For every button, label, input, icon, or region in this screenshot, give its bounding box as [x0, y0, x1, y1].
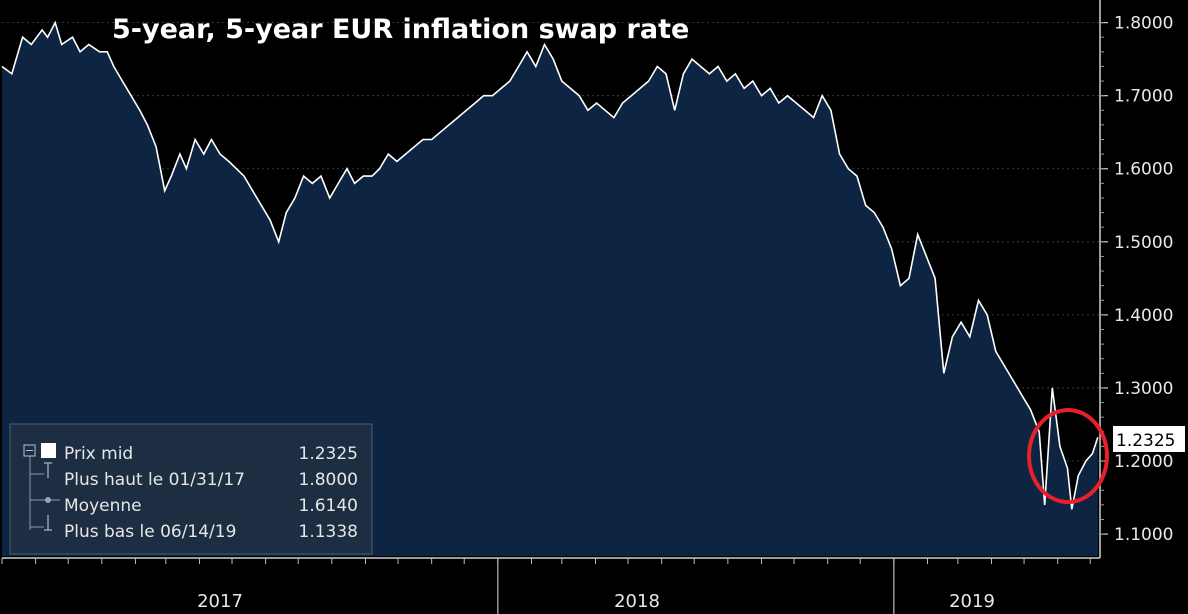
series-line [1, 20, 1099, 510]
y-tick-label-1.5000: 1.5000 [1114, 233, 1173, 253]
legend-swatch-prix-mid [41, 443, 56, 458]
last-value-tag: 1.2325 [1113, 426, 1185, 452]
legend-average-icon-dot [45, 497, 51, 503]
legend-value-2: 1.6140 [299, 496, 358, 516]
legend-label-2: Moyenne [64, 496, 142, 516]
legend-value-3: 1.1338 [299, 522, 358, 542]
y-tick-label-1.8000: 1.8000 [1114, 14, 1173, 34]
legend-value-1: 1.8000 [299, 470, 358, 490]
legend-label-1: Plus haut le 01/31/17 [64, 470, 245, 490]
x-year-label-2018: 2018 [614, 591, 660, 612]
y-tick-label-1.1000: 1.1000 [1114, 525, 1173, 545]
y-tick-label-1.6000: 1.6000 [1114, 160, 1173, 180]
y-tick-label-1.2000: 1.2000 [1114, 452, 1173, 472]
y-tick-label-1.7000: 1.7000 [1114, 87, 1173, 107]
last-value-tag-text: 1.2325 [1116, 431, 1175, 451]
highlight-circle [1027, 408, 1109, 504]
legend: Prix mid 1.2325 Plus haut le 01/31/17 1.800… [9, 423, 373, 555]
last-value-tag-bg [1113, 426, 1185, 452]
x-axis: 2017 2018 2019 [1, 557, 1100, 614]
x-year-label-2019: 2019 [949, 591, 995, 612]
legend-collapse-icon [23, 444, 36, 457]
y-axis: 1.8000 1.7000 1.6000 1.5000 1.4000 1.3000 1.20… [1099, 0, 1173, 558]
y-tick-label-1.4000: 1.4000 [1114, 306, 1173, 326]
legend-label-3: Plus bas le 06/14/19 [64, 522, 236, 542]
x-year-label-2017: 2017 [197, 591, 243, 612]
y-tick-label-1.3000: 1.3000 [1114, 379, 1173, 399]
legend-box [9, 423, 373, 555]
chart-title: 5-year, 5-year EUR inflation swap rate [112, 14, 689, 45]
legend-value-0: 1.2325 [299, 444, 358, 464]
series-area [2, 22, 1098, 557]
legend-label-0: Prix mid [64, 444, 133, 464]
